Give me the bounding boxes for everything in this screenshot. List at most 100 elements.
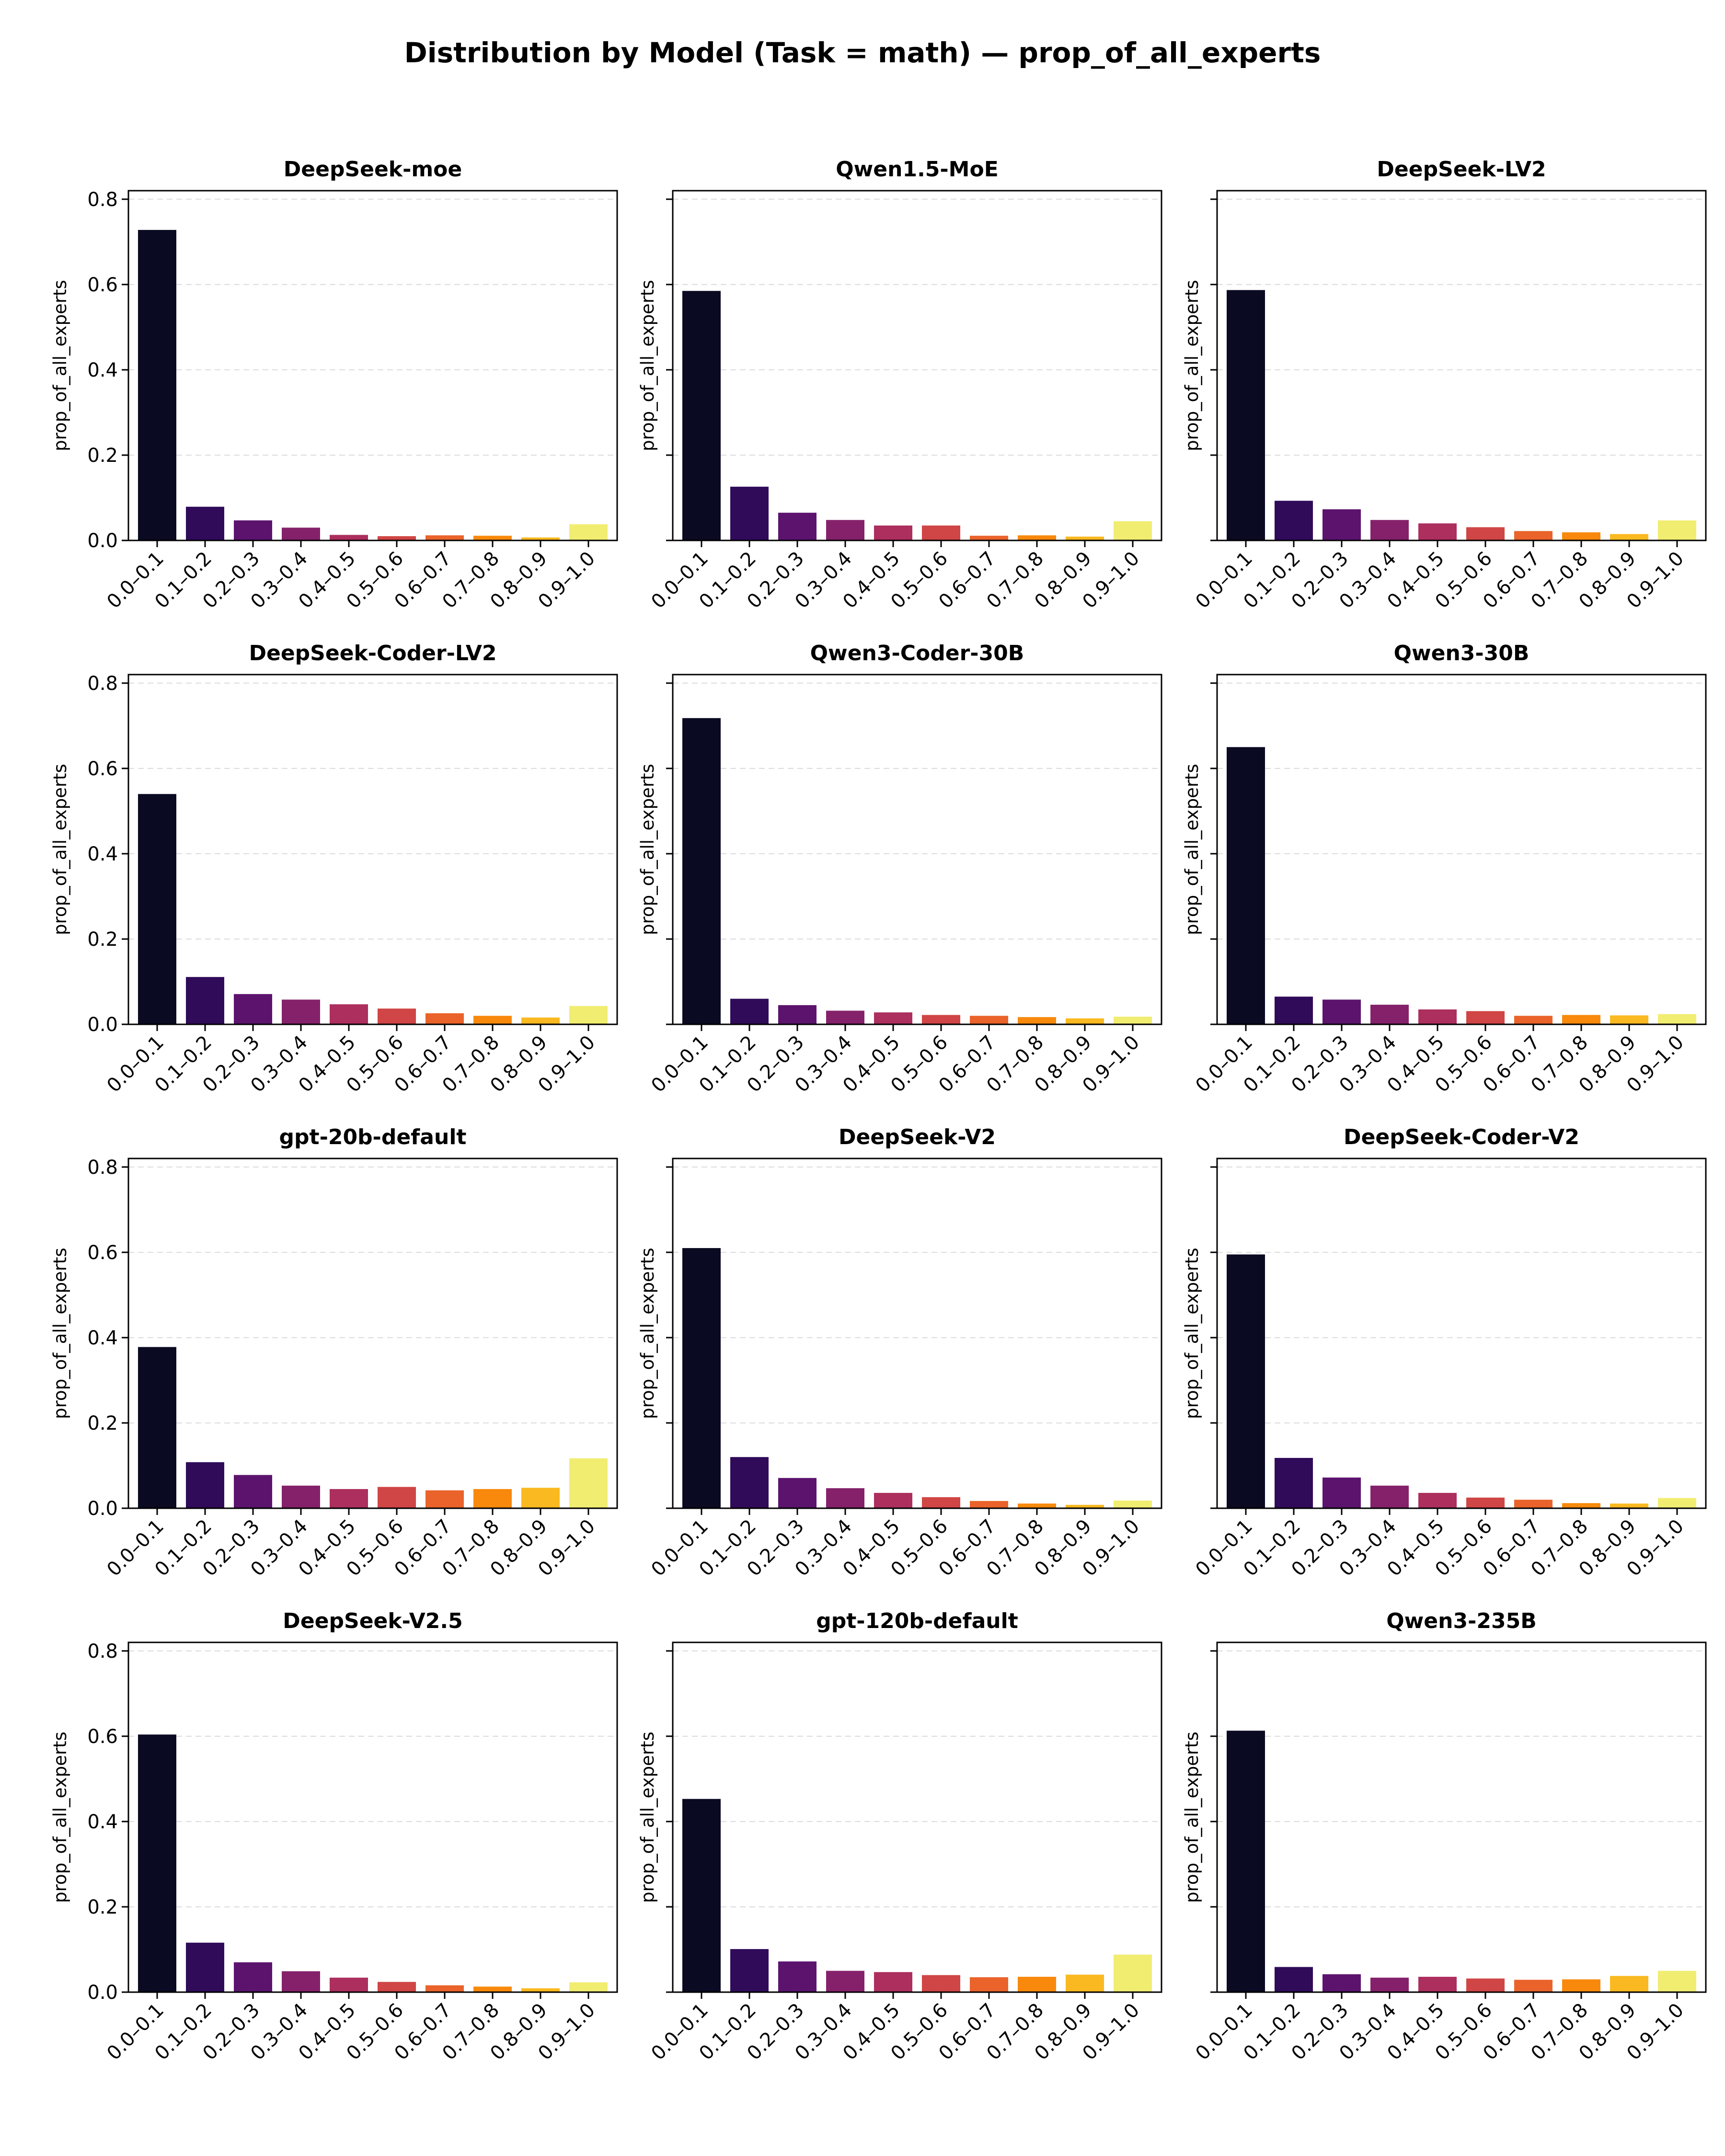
bar [330,535,368,540]
bar [874,1492,912,1508]
y-tick-label: 0.0 [87,1014,118,1036]
bar [138,1347,176,1508]
plot-frame [1216,1158,1707,1509]
panel-title: gpt-120b-default [816,1609,1018,1633]
plot-frame [1216,1641,1707,1993]
bar [1370,1485,1409,1508]
y-axis-label: prop_of_all_experts [637,1732,658,1903]
bar [1466,1978,1505,1992]
plot-frame [1216,674,1707,1025]
bar [1562,1979,1600,1992]
bar [922,525,960,540]
bar [826,1010,864,1024]
bar [1418,1009,1457,1024]
bar [778,513,816,540]
panel-title: Qwen3-235B [1386,1609,1536,1633]
y-tick-label: 0.4 [87,359,118,381]
bar [1322,509,1361,540]
bar [473,1016,512,1024]
bar [1658,1498,1696,1508]
panel-title: DeepSeek-LV2 [1377,157,1546,182]
bar [1275,997,1313,1024]
bar [922,1497,960,1508]
y-axis-label: prop_of_all_experts [1182,1732,1202,1903]
bar [1227,1731,1265,1992]
bar [922,1015,960,1024]
bar [778,1478,816,1508]
bar [569,1982,608,1992]
bar [682,291,721,540]
bar [1322,1974,1361,1992]
bar [282,1485,320,1508]
panel-9: 0.0–0.10.1–0.20.2–0.30.3–0.40.4–0.50.5–0… [1182,1125,1707,1581]
bar [426,1013,464,1024]
bar [682,1248,721,1508]
plot-frame [672,1641,1162,1993]
panel-1: 0.00.20.40.60.80.0–0.10.1–0.20.2–0.30.3–… [50,157,618,613]
bar [234,1475,272,1508]
bar [186,1942,224,1992]
bar [378,536,416,540]
y-axis-label: prop_of_all_experts [1182,764,1202,935]
bar [1514,1016,1552,1024]
panel-4: 0.00.20.40.60.80.0–0.10.1–0.20.2–0.30.3–… [50,641,618,1097]
bar [730,1457,769,1508]
bar [1114,1500,1152,1508]
panel-5: 0.0–0.10.1–0.20.2–0.30.3–0.40.4–0.50.5–0… [637,641,1162,1097]
bar [682,1799,721,1992]
bar [1610,1015,1648,1024]
plot-frame [672,190,1162,541]
panel-title: DeepSeek-V2.5 [283,1609,462,1633]
bar [1562,532,1600,540]
bar [1466,1011,1505,1024]
plot-frame [672,1158,1162,1509]
bar [730,998,769,1024]
plot-frame [1216,190,1707,541]
bar [186,1462,224,1508]
y-tick-label: 0.6 [87,274,118,296]
bar [473,536,512,540]
y-axis-label: prop_of_all_experts [50,1248,70,1419]
bar [521,1988,560,1992]
bar [521,537,560,540]
bar [1562,1015,1600,1024]
bar [1275,1457,1313,1508]
figure-title: Distribution by Model (Task = math) — pr… [404,36,1321,69]
bar [138,1734,176,1992]
y-tick-label: 0.8 [87,1157,118,1179]
bar [1066,1974,1104,1992]
panel-title: DeepSeek-V2 [839,1125,996,1149]
bar [473,1489,512,1508]
plot-frame [127,1158,618,1509]
panel-title: DeepSeek-Coder-V2 [1344,1125,1579,1149]
bar [1514,1500,1552,1508]
y-tick-label: 0.0 [87,1982,118,2004]
panel-2: 0.0–0.10.1–0.20.2–0.30.3–0.40.4–0.50.5–0… [637,157,1162,613]
bar [521,1017,560,1024]
bar [330,1977,368,1992]
panel-12: 0.0–0.10.1–0.20.2–0.30.3–0.40.4–0.50.5–0… [1182,1609,1707,2064]
bar [1610,534,1648,540]
bar [1370,1005,1409,1024]
bar [1066,536,1104,540]
bar [1610,1976,1648,1992]
plot-frame [127,674,618,1025]
bar [1227,1254,1265,1508]
panel-3: 0.0–0.10.1–0.20.2–0.30.3–0.40.4–0.50.5–0… [1182,157,1707,613]
y-axis-label: prop_of_all_experts [637,1248,658,1419]
bar [1418,1492,1457,1508]
y-tick-label: 0.2 [87,445,118,467]
bar [1018,1976,1056,1992]
panel-6: 0.0–0.10.1–0.20.2–0.30.3–0.40.4–0.50.5–0… [1182,641,1707,1097]
y-tick-label: 0.6 [87,1726,118,1748]
y-tick-label: 0.8 [87,189,118,211]
bar [826,1488,864,1508]
bar [1466,527,1505,540]
y-axis-label: prop_of_all_experts [637,764,658,935]
bar [1322,999,1361,1024]
panel-title: Qwen1.5-MoE [836,157,999,182]
y-tick-label: 0.6 [87,758,118,780]
bar [1658,1971,1696,1992]
panel-title: Qwen3-30B [1394,641,1530,665]
